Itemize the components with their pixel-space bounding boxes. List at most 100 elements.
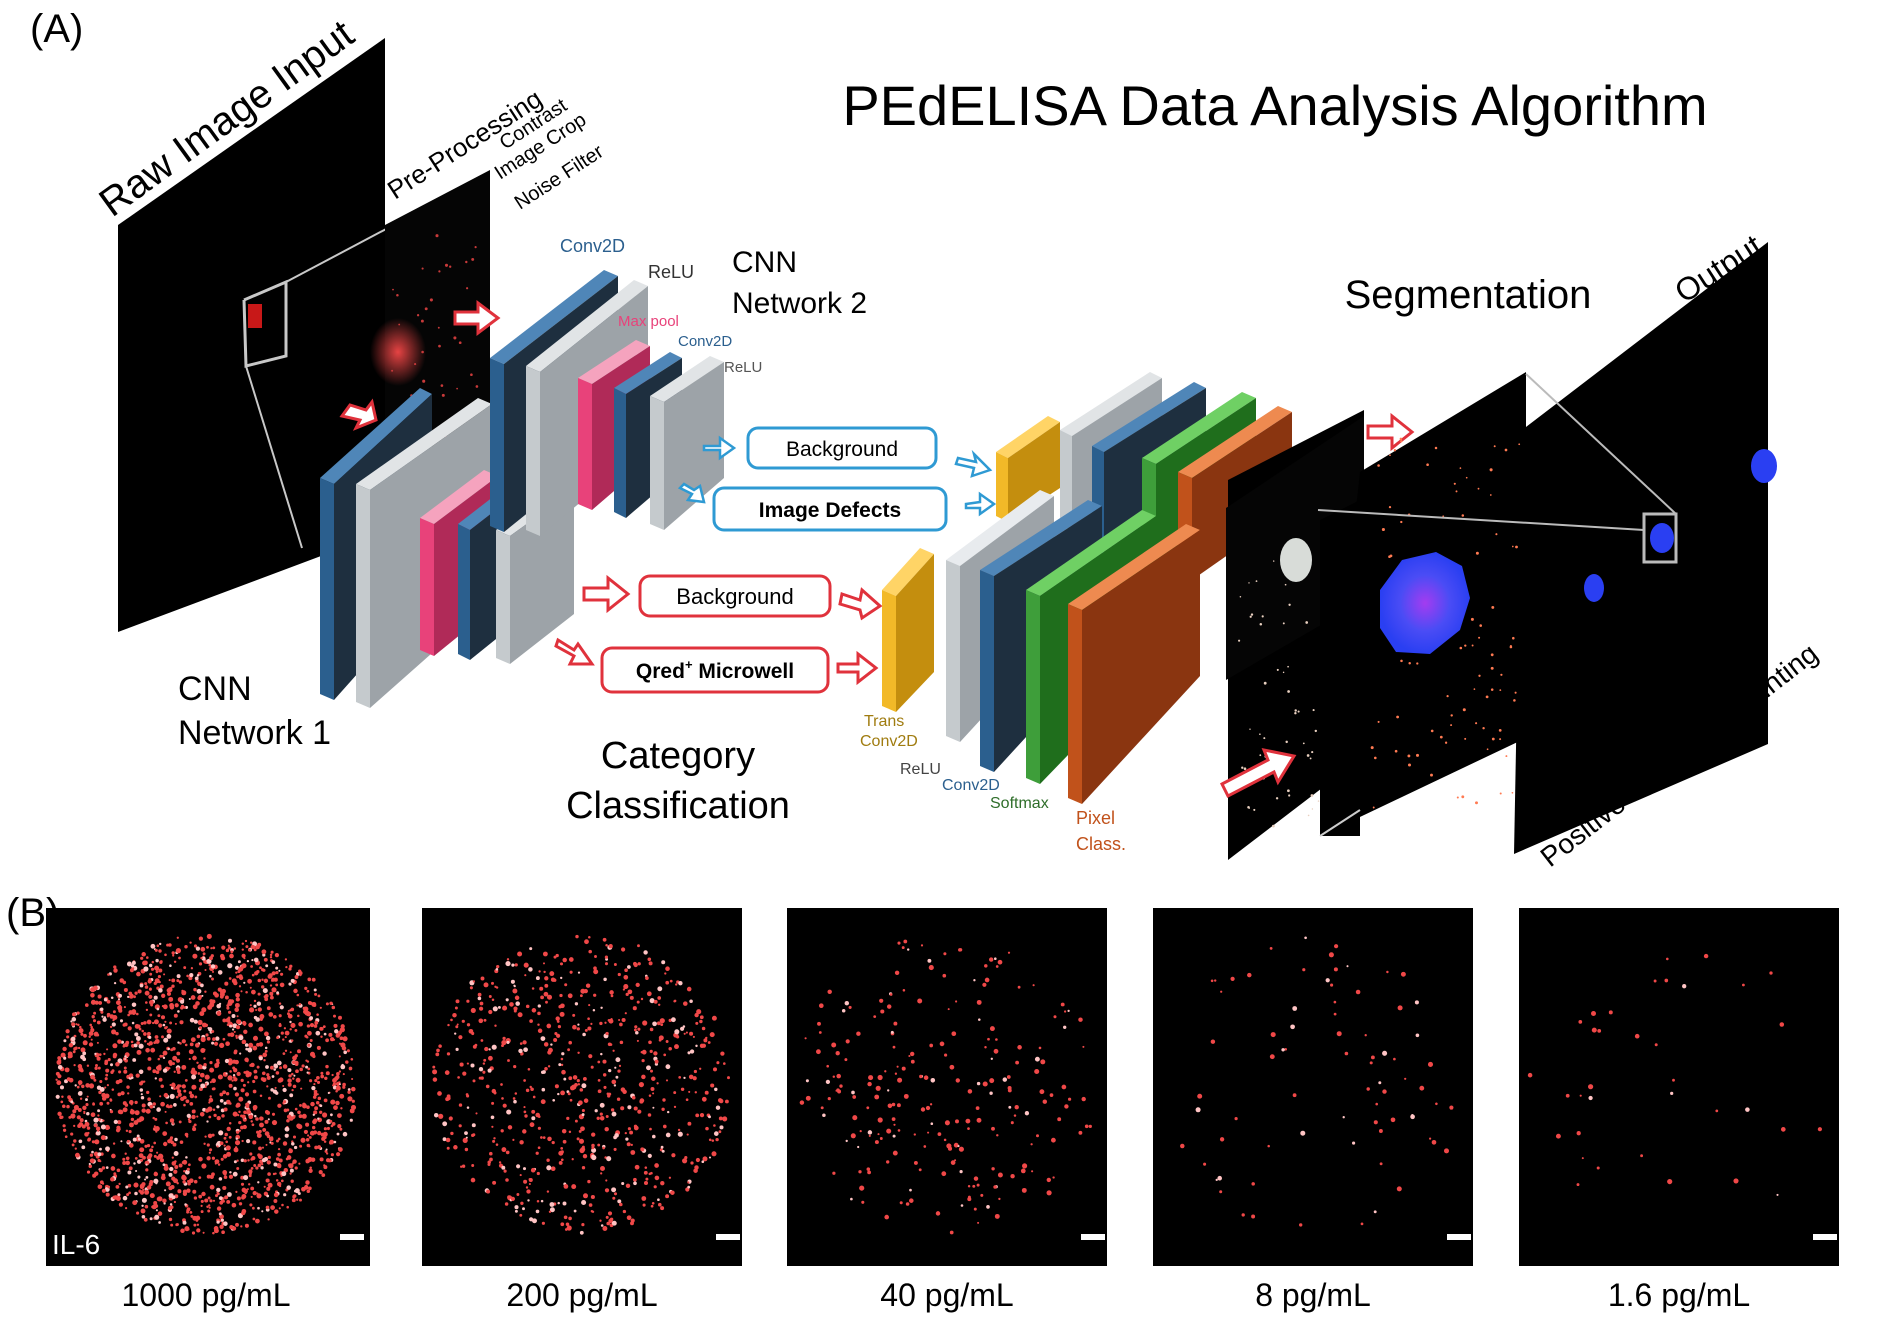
- microwell-dot: [450, 1131, 454, 1136]
- cnn2-label-line1: CNN: [732, 246, 797, 279]
- microwell-dot: [559, 1011, 565, 1017]
- microwell-dot: [174, 1003, 179, 1008]
- microwell-dot: [172, 1047, 176, 1051]
- microwell-dot: [614, 1066, 617, 1069]
- microwell-dot: [159, 1158, 165, 1163]
- microwell-dot: [1464, 737, 1467, 740]
- microwell-dot: [269, 953, 273, 957]
- microwell-dot: [588, 935, 591, 939]
- microwell-dot: [674, 1044, 679, 1050]
- microwell-dot: [148, 1035, 152, 1040]
- microwell-dot: [464, 1131, 468, 1135]
- microwell-dot: [446, 1052, 451, 1056]
- microwell-dot: [600, 1006, 603, 1009]
- microwell-dot: [147, 1066, 152, 1071]
- microwell-dot: [1435, 1102, 1438, 1106]
- microwell-dot: [1379, 1162, 1383, 1166]
- microwell-dot: [204, 1135, 207, 1138]
- microwell-dot: [240, 1158, 245, 1163]
- microwell-dot: [844, 1058, 848, 1062]
- microwell-dot: [583, 988, 588, 994]
- microwell-dot: [699, 1067, 702, 1070]
- microwell-dot: [340, 1042, 346, 1048]
- microwell-dot: [1461, 514, 1465, 517]
- microwell-dot: [466, 1094, 470, 1098]
- microwell-dot: [910, 1051, 915, 1057]
- microwell-dot: [874, 1094, 880, 1100]
- microwell-dot: [1449, 1105, 1454, 1110]
- microwell-dot: [633, 1106, 638, 1111]
- microwell-dot: [162, 1068, 168, 1073]
- microwell-dot: [57, 1056, 62, 1060]
- microwell-dot: [667, 1110, 670, 1114]
- microwell-dot: [198, 994, 202, 999]
- microwell-dot: [563, 1077, 567, 1081]
- cnn2-relu2-front: [650, 396, 664, 530]
- microwell-dot: [187, 1181, 191, 1186]
- microwell-dot: [1336, 1031, 1342, 1037]
- microwell-dot: [139, 1147, 145, 1153]
- microwell-dot: [903, 1093, 909, 1099]
- microwell-dot: [101, 1182, 105, 1185]
- microwell-dot: [306, 1060, 310, 1063]
- microwell-dot: [850, 1197, 853, 1201]
- microwell-dot: [270, 1141, 274, 1145]
- microwell-dot: [257, 1007, 262, 1012]
- microwell-dot: [106, 1084, 109, 1087]
- microwell-dot: [523, 962, 529, 968]
- microwell-dot: [438, 270, 441, 273]
- microwell-dot: [229, 999, 235, 1004]
- microwell-dot: [312, 1113, 315, 1116]
- microwell-dot: [1461, 795, 1465, 799]
- microwell-dot: [287, 1078, 292, 1083]
- microwell-dot: [613, 1135, 617, 1140]
- microwell-dot: [209, 1081, 212, 1084]
- microwell-dot: [343, 1050, 348, 1055]
- microwell-dot: [236, 1071, 241, 1077]
- microwell-dot: [990, 1057, 993, 1060]
- microwell-dot: [267, 1172, 271, 1176]
- arrow-to-image-defects: [677, 482, 706, 504]
- microwell-dot: [342, 1082, 346, 1087]
- microwell-dot: [90, 1112, 96, 1118]
- microwell-dot: [591, 1143, 595, 1148]
- microwell-dot: [112, 1043, 118, 1049]
- microwell-dot: [1597, 1029, 1602, 1033]
- microwell-dot: [155, 1209, 158, 1212]
- microwell-dot: [599, 1102, 605, 1108]
- microwell-dot: [514, 1205, 519, 1210]
- microwell-dot: [695, 1113, 700, 1118]
- microwell-dot: [1250, 613, 1254, 616]
- microwell-dot: [163, 1141, 168, 1147]
- microwell-dot: [253, 999, 257, 1003]
- microwell-dot: [279, 1066, 283, 1070]
- microwell-dot: [268, 1096, 271, 1100]
- microwell-dot: [131, 1021, 135, 1025]
- microwell-dot: [1578, 1020, 1583, 1024]
- microwell-dot: [90, 1074, 95, 1080]
- microwell-dot: [1400, 971, 1406, 977]
- microwell-dot: [645, 976, 649, 980]
- microwell-dot: [686, 986, 692, 992]
- microwell-dot: [494, 1024, 497, 1027]
- microwell-dot: [1355, 989, 1361, 995]
- microwell-dot: [214, 992, 219, 998]
- microwell-dot: [291, 1088, 294, 1092]
- microwell-dot: [173, 1013, 178, 1018]
- microwell-dot: [1034, 1056, 1040, 1062]
- microwell-dot: [136, 971, 141, 977]
- microwell-dot: [197, 1019, 203, 1025]
- microwell-dot: [293, 1189, 297, 1193]
- microwell-dot: [859, 1129, 862, 1133]
- microwell-dot: [111, 1069, 115, 1073]
- microwell-dot: [233, 947, 237, 950]
- microwell-dot: [525, 1004, 530, 1009]
- microwell-dot: [875, 1085, 881, 1091]
- microwell-dot: [252, 1079, 256, 1084]
- microwell-dot: [288, 1163, 294, 1169]
- microwell-dot: [1024, 1111, 1030, 1116]
- microwell-dot: [1031, 1170, 1034, 1173]
- microwell-dot: [284, 958, 288, 961]
- microwell-dot: [577, 1023, 580, 1026]
- microwell-dot: [123, 1022, 128, 1027]
